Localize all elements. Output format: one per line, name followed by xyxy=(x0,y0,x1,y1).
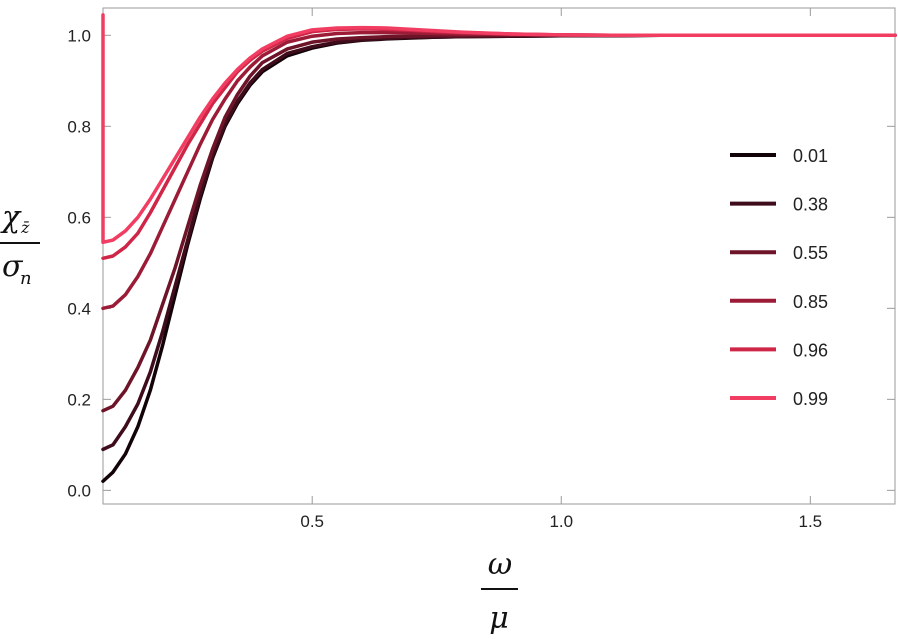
y-axis-label-denominator-subscript: n xyxy=(20,268,32,289)
y-axis-label-numerator: χ xyxy=(0,200,22,235)
legend-label: 0.01 xyxy=(793,146,828,166)
legend: 0.01 0.38 0.55 0.85 0.96 0.99 xyxy=(730,146,828,409)
y-tick-label: 0.4 xyxy=(67,299,91,318)
y-tick-label: 0.8 xyxy=(67,117,91,136)
x-axis-label: ω μ xyxy=(481,547,518,636)
legend-label: 0.96 xyxy=(793,340,828,360)
x-tick-label: 1.0 xyxy=(549,512,573,531)
series-line xyxy=(101,30,897,311)
x-tick-label: 0.5 xyxy=(300,512,324,531)
plot-frame xyxy=(102,7,896,505)
legend-label: 0.55 xyxy=(793,243,828,263)
y-tick-label: 0.6 xyxy=(67,208,91,227)
y-axis-label: χ z̄ σ n xyxy=(0,200,40,289)
y-axis-label-numerator-subscript: z̄ xyxy=(20,218,30,237)
y-tick-label: 0.0 xyxy=(67,481,91,500)
y-axis-label-denominator: σ xyxy=(2,249,24,284)
y-tick-label: 0.2 xyxy=(67,390,91,409)
x-tick-label: 1.5 xyxy=(799,512,823,531)
legend-label: 0.99 xyxy=(793,389,828,409)
legend-label: 0.38 xyxy=(793,195,828,215)
x-axis-label-denominator: μ xyxy=(489,601,509,636)
series-lines xyxy=(101,13,897,483)
y-tick-label: 1.0 xyxy=(67,26,91,45)
x-axis-label-numerator: ω xyxy=(488,547,512,582)
x-axis-ticks: 0.5 1.0 1.5 xyxy=(300,8,822,531)
y-axis-ticks: 0.0 0.2 0.4 0.6 0.8 1.0 xyxy=(67,26,895,500)
legend-label: 0.85 xyxy=(793,292,828,312)
series-line xyxy=(101,13,897,245)
series-line xyxy=(101,27,897,261)
series-line xyxy=(101,33,897,452)
